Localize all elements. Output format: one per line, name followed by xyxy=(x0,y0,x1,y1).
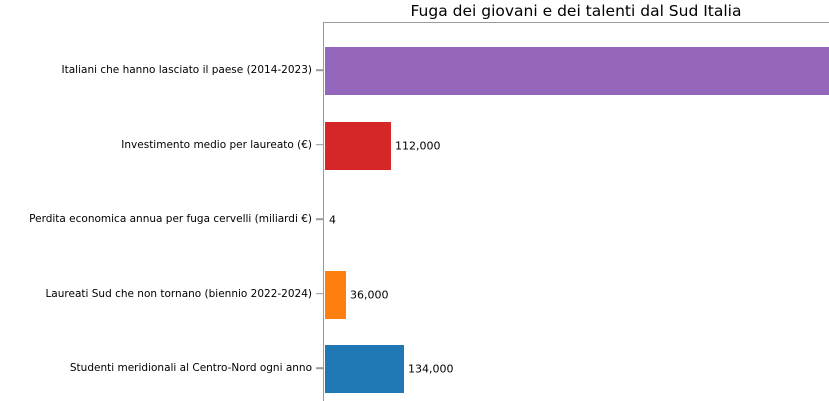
y-tick-label: Studenti meridionali al Centro-Nord ogni… xyxy=(69,362,312,374)
y-tick-label: Investimento medio per laureato (€) xyxy=(121,138,312,151)
y-tick-mark xyxy=(316,367,323,369)
y-tick-mark xyxy=(316,69,323,71)
y-tick-mark xyxy=(316,292,323,295)
bar-perdita-economica-annua-value-label: 4 xyxy=(329,213,336,227)
bars-layer: 112,000 4 36,000 134,000 xyxy=(324,23,829,401)
bar-studenti-meridionali-centro-nord xyxy=(325,345,404,393)
bar-italiani-lasciato-paese xyxy=(325,47,829,95)
y-tick-label: Perdita economica annua per fuga cervell… xyxy=(29,213,312,225)
bar-laureati-sud-non-tornano xyxy=(325,270,346,319)
plot-area: 112,000 4 36,000 134,000 xyxy=(323,22,829,401)
y-tick-label: Italiani che hanno lasciato il paese (20… xyxy=(61,64,312,76)
chart-title: Fuga dei giovani e dei talenti dal Sud I… xyxy=(410,2,742,20)
y-axis: Italiani che hanno lasciato il paese (20… xyxy=(0,22,323,401)
bar-studenti-meridionali-centro-nord-value-label: 134,000 xyxy=(408,362,454,376)
bar-investimento-medio-laureato xyxy=(325,121,391,170)
y-tick-mark xyxy=(316,218,323,220)
bar-laureati-sud-non-tornano-value-label: 36,000 xyxy=(350,288,389,301)
y-tick-mark xyxy=(316,143,323,146)
y-tick-label: Laureati Sud che non tornano (biennio 20… xyxy=(45,287,312,300)
bar-investimento-medio-laureato-value-label: 112,000 xyxy=(395,139,441,152)
